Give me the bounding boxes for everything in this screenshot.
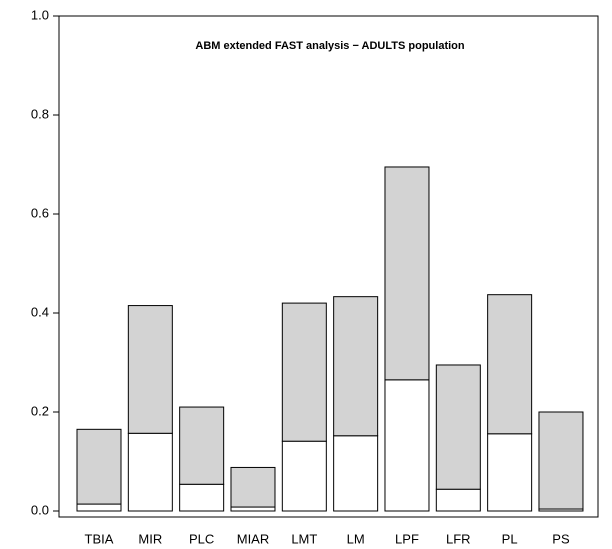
x-tick-label: LPF (395, 531, 419, 546)
bar-segment (127, 432, 173, 512)
y-tick-label: 1.0 (31, 7, 49, 22)
y-tick-label: 0.8 (31, 106, 49, 121)
bar-segment (384, 379, 430, 512)
bar-segment (487, 294, 533, 435)
x-tick-label: TBIA (85, 531, 114, 546)
bar-segment (333, 296, 379, 437)
y-tick-label: 0.4 (31, 304, 49, 319)
x-tick-label: LFR (446, 531, 471, 546)
x-tick-label: PL (502, 531, 518, 546)
x-tick-label: LMT (291, 531, 317, 546)
chart-title: ABM extended FAST analysis − ADULTS popu… (195, 40, 465, 52)
bar-segment (538, 411, 584, 510)
x-tick-label: LM (347, 531, 365, 546)
bar-segment (487, 433, 533, 512)
x-tick-label: MIAR (237, 531, 270, 546)
bar-segment (435, 488, 481, 512)
bar-segment (179, 406, 225, 485)
bar-segment (179, 483, 225, 512)
y-tick-label: 0.2 (31, 403, 49, 418)
bar-segment (76, 428, 122, 505)
bar-segment (230, 466, 276, 508)
bar-segment (435, 364, 481, 490)
bar-segment (384, 166, 430, 381)
x-tick-label: PS (552, 531, 570, 546)
x-tick-label: PLC (189, 531, 214, 546)
y-tick-label: 0.0 (31, 502, 49, 517)
y-tick-label: 0.6 (31, 205, 49, 220)
plot-frame (58, 15, 599, 518)
bar-segment (230, 506, 276, 512)
x-tick-label: MIR (138, 531, 162, 546)
bar-segment (76, 503, 122, 512)
bar-segment (333, 435, 379, 512)
bar-segment (281, 302, 327, 442)
bar-segment (127, 305, 173, 434)
bar-segment (281, 440, 327, 512)
